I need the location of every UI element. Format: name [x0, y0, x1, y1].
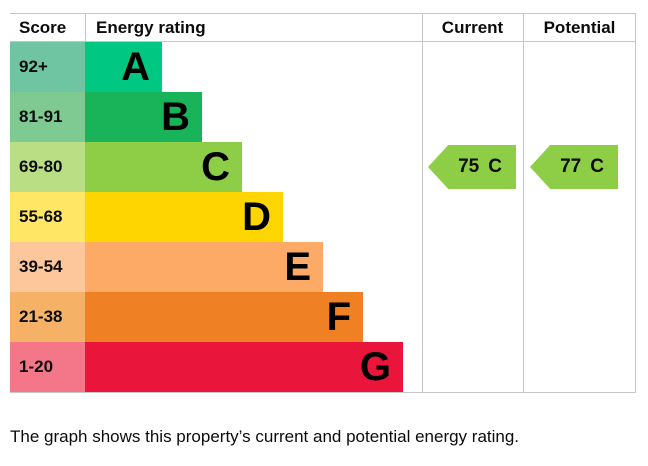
potential-rating-value: 77 — [560, 156, 582, 177]
score-cell-b: 81-91 — [10, 92, 85, 142]
rating-bar-e: E — [85, 242, 323, 292]
current-rating-value: 75 — [458, 156, 480, 177]
energy-rating-column-header: Energy rating — [96, 18, 206, 37]
table-right-border — [635, 14, 636, 392]
band-row-a: 92+ A — [10, 42, 636, 92]
rating-bar-d: D — [85, 192, 283, 242]
score-cell-g: 1-20 — [10, 342, 85, 392]
band-letter-c: C — [201, 145, 230, 189]
potential-rating-arrow: 77 C — [530, 145, 618, 189]
potential-rating-band: C — [590, 156, 604, 177]
band-row-c: 69-80 C — [10, 142, 636, 192]
rating-bar-c: C — [85, 142, 242, 192]
chart-caption: The graph shows this property’s current … — [10, 427, 520, 446]
band-row-g: 1-20 G — [10, 342, 636, 392]
score-cell-a: 92+ — [10, 42, 85, 92]
band-letter-f: F — [326, 295, 351, 339]
rating-bar-a: A — [85, 42, 162, 92]
band-row-e: 39-54 E — [10, 242, 636, 292]
rating-bar-f: F — [85, 292, 363, 342]
current-potential-divider — [523, 14, 524, 392]
bands: 92+ A 81-91 B 69-80 C 55-68 D 39-54 E 21-38 F 1-20 G — [10, 42, 636, 392]
score-cell-c: 69-80 — [10, 142, 85, 192]
score-cell-e: 39-54 — [10, 242, 85, 292]
current-rating-band: C — [488, 156, 502, 177]
band-letter-d: D — [242, 195, 271, 239]
potential-column-header: Potential — [543, 18, 616, 37]
chart-header-row: Score Energy rating Current Potential — [10, 14, 636, 42]
rating-bar-b: B — [85, 92, 202, 142]
band-row-d: 55-68 D — [10, 192, 636, 242]
epc-rating-chart: Score Energy rating Current Potential 92… — [10, 13, 636, 393]
band-row-b: 81-91 B — [10, 92, 636, 142]
rating-bar-g: G — [85, 342, 403, 392]
score-cell-f: 21-38 — [10, 292, 85, 342]
score-header-divider — [85, 14, 86, 41]
band-letter-g: G — [359, 345, 391, 389]
current-column-left-divider — [422, 14, 423, 392]
score-column-header: Score — [19, 18, 67, 37]
band-row-f: 21-38 F — [10, 292, 636, 342]
current-column-header: Current — [441, 18, 504, 37]
band-letter-e: E — [284, 245, 311, 289]
band-letter-b: B — [161, 95, 190, 139]
current-rating-arrow: 75 C — [428, 145, 516, 189]
score-cell-d: 55-68 — [10, 192, 85, 242]
band-letter-a: A — [121, 45, 150, 89]
